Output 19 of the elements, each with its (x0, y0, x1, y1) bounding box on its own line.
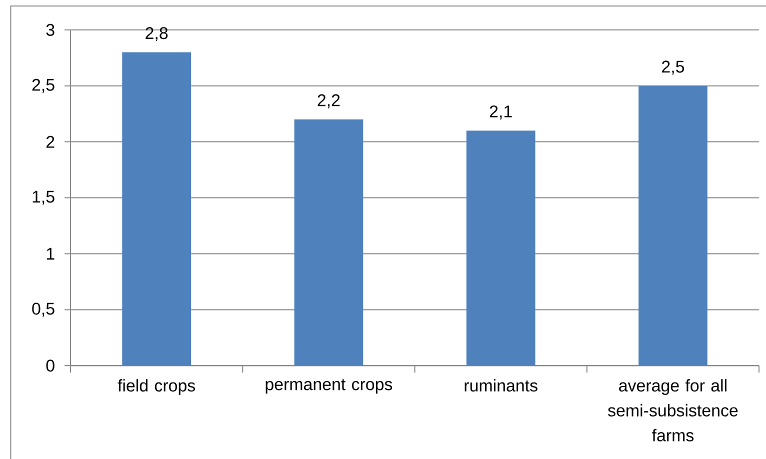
data-label: 2,8 (146, 26, 168, 41)
bar (466, 130, 536, 366)
y-tick-label: 1,5 (32, 190, 54, 205)
x-tick-label: permanent crops (266, 378, 392, 394)
bar (294, 119, 364, 366)
data-label: 2,1 (490, 105, 512, 120)
y-tick-label: 2 (46, 136, 54, 148)
x-tick-label: average for all semi-subsistence farms (608, 378, 738, 442)
data-label: 2,5 (662, 60, 684, 75)
data-label: 2,2 (318, 94, 340, 108)
y-tick-label: 2,5 (32, 78, 54, 93)
y-tick-label: 0,5 (32, 302, 54, 317)
y-tick-label: 1 (46, 248, 54, 260)
y-tick-label: 3 (46, 24, 54, 36)
bar (638, 86, 708, 366)
bar (122, 52, 192, 366)
x-tick-label: field crops (118, 378, 196, 395)
y-tick-label: 0 (46, 360, 54, 372)
x-tick-label: ruminants (464, 378, 538, 392)
